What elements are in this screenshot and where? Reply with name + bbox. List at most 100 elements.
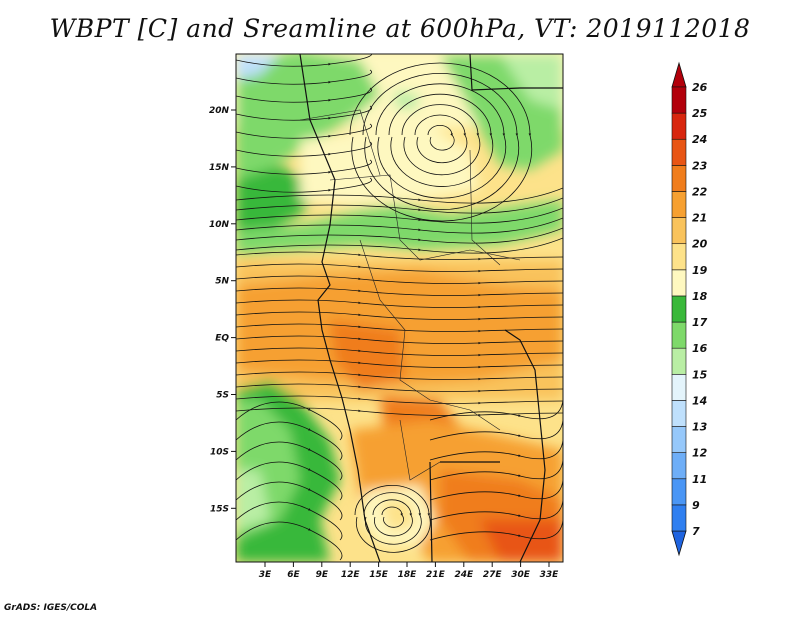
political-borders xyxy=(299,109,521,481)
colorbar: 7 9 11 12 13 14 15 16 17 18 19 20 21 22 23 24 25 26 xyxy=(671,61,708,557)
map-panel xyxy=(236,54,563,562)
colorbar-label: 17 xyxy=(692,316,708,329)
colorbar-label: 25 xyxy=(692,107,708,120)
colorbar-label: 19 xyxy=(692,264,708,277)
streamline xyxy=(381,506,404,528)
lon-label: 30E xyxy=(511,570,531,580)
streamline xyxy=(236,383,563,393)
colorbar-label: 24 xyxy=(692,133,707,146)
streamline xyxy=(429,419,563,441)
streamline xyxy=(236,401,343,441)
lat-label: 5N xyxy=(215,277,229,287)
colorbar-label: 16 xyxy=(692,342,708,355)
streamline xyxy=(236,359,563,369)
streamline xyxy=(429,499,563,521)
streamline xyxy=(236,217,563,234)
lon-label: 18E xyxy=(398,570,418,580)
grads-credit: GrADS: IGES/COLA xyxy=(4,603,98,613)
colorbar-swatch xyxy=(671,373,687,401)
streamline xyxy=(236,287,563,297)
streamline xyxy=(236,187,563,204)
streamline xyxy=(236,335,563,345)
colorbar-swatch xyxy=(671,269,687,297)
colorbar-label: 13 xyxy=(692,421,708,434)
lon-label: 6E xyxy=(287,570,300,580)
streamline xyxy=(429,519,563,541)
streamline xyxy=(236,481,343,521)
streamline xyxy=(236,407,563,417)
lon-label: 24E xyxy=(454,570,474,580)
lon-label: 33E xyxy=(540,570,560,580)
streamline xyxy=(236,123,372,139)
lat-label: 20N xyxy=(209,106,230,116)
streamline xyxy=(236,207,563,224)
colorbar-swatch xyxy=(671,165,687,192)
streamline xyxy=(236,227,563,244)
streamline xyxy=(236,371,563,381)
streamline xyxy=(236,141,372,157)
colorbar-swatch xyxy=(671,321,687,349)
streamline xyxy=(236,69,372,85)
lat-label: 10N xyxy=(209,220,230,230)
lon-label: 21E xyxy=(426,570,446,580)
streamline xyxy=(236,177,372,193)
streamline xyxy=(401,104,481,176)
streamline xyxy=(372,499,413,537)
streamline xyxy=(236,237,563,254)
streamline xyxy=(236,105,372,121)
colorbar-swatch xyxy=(671,426,687,453)
colorbar-top-arrow xyxy=(671,61,687,88)
colorbar-swatch xyxy=(671,243,687,271)
colorbar-swatch xyxy=(671,138,687,166)
colorbar-label: 15 xyxy=(692,368,708,381)
streamline xyxy=(236,54,372,67)
streamline xyxy=(236,395,563,405)
colorbar-swatch xyxy=(671,504,687,532)
colorbar-label: 21 xyxy=(692,212,707,225)
colorbar-swatch xyxy=(671,478,687,506)
streamline xyxy=(236,263,563,273)
streamline xyxy=(388,93,494,187)
streamline xyxy=(363,492,422,545)
streamline xyxy=(375,83,507,199)
streamline xyxy=(429,439,563,461)
colorbar-label: 7 xyxy=(692,525,700,538)
streamline xyxy=(236,311,563,321)
lat-label: 5S xyxy=(216,391,229,401)
streamline xyxy=(429,479,563,501)
lon-label: 12E xyxy=(341,570,361,580)
lon-label: 9E xyxy=(316,570,329,580)
colorbar-label: 18 xyxy=(692,290,708,303)
map-title: WBPT [C] and Sreamline at 600hPa, VT: 20… xyxy=(49,14,751,43)
streamline xyxy=(236,251,563,261)
colorbar-label: 20 xyxy=(692,238,708,251)
wbpt-shading xyxy=(236,54,563,562)
streamlines xyxy=(236,54,563,561)
colorbar-label: 26 xyxy=(692,81,708,94)
lat-label: 15N xyxy=(209,163,230,173)
lat-label: 10S xyxy=(210,447,229,457)
colorbar-swatch xyxy=(671,112,687,140)
streamline xyxy=(236,323,563,333)
lon-label: 3E xyxy=(259,570,272,580)
colorbar-swatch xyxy=(671,347,687,375)
streamline xyxy=(236,461,343,501)
colorbar-label: 11 xyxy=(692,473,707,486)
streamline xyxy=(427,125,455,151)
lat-label: 15S xyxy=(210,504,229,514)
streamline xyxy=(236,501,343,541)
streamline xyxy=(414,114,468,164)
longitude-labels: 3E 6E 9E 12E 15E 18E 21E 24E 27E 30E 33E xyxy=(259,562,559,580)
streamline xyxy=(236,521,343,561)
streamline xyxy=(236,87,372,103)
lat-label: EQ xyxy=(215,334,229,344)
colorbar-swatch xyxy=(671,295,687,323)
streamline xyxy=(236,441,343,481)
streamline xyxy=(429,459,563,481)
streamline xyxy=(349,62,533,222)
colorbar-bottom-arrow xyxy=(671,530,687,557)
colorbar-label: 9 xyxy=(692,499,700,512)
colorbar-label: 12 xyxy=(692,447,708,460)
colorbar-swatch xyxy=(671,86,687,114)
